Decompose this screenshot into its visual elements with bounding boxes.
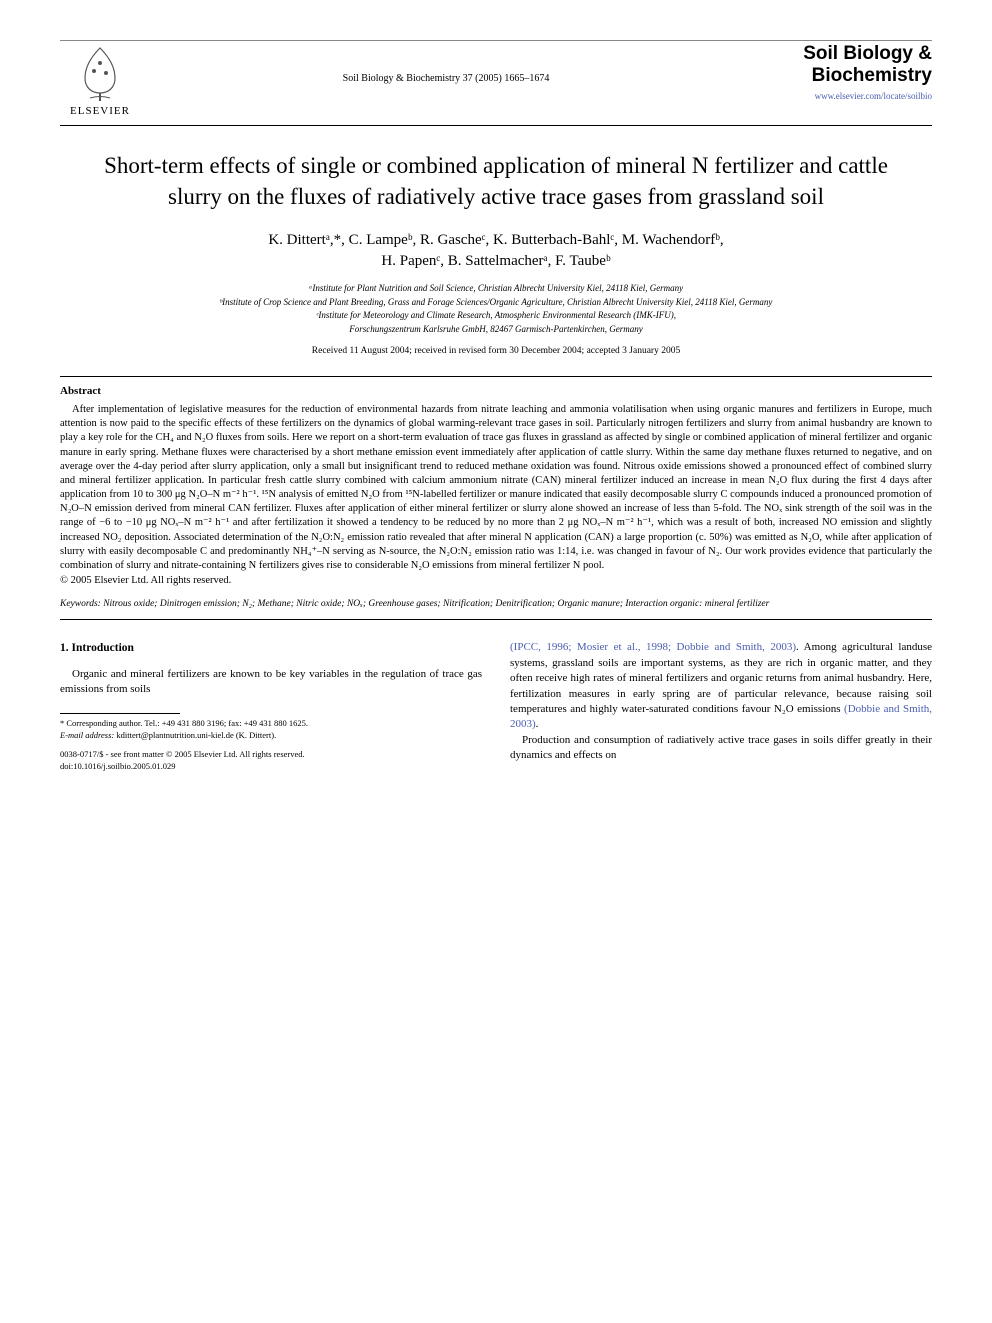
- email-label: E-mail address:: [60, 730, 114, 740]
- header-row: ELSEVIER Soil Biology & Biochemistry 37 …: [60, 43, 932, 117]
- keywords-label: Keywords:: [60, 599, 101, 609]
- journal-url-link[interactable]: www.elsevier.com/locate/soilbio: [752, 91, 932, 101]
- affiliations-block: ᵃInstitute for Plant Nutrition and Soil …: [60, 282, 932, 336]
- journal-name-line2: Biochemistry: [752, 65, 932, 87]
- doi-block: 0038-0717/$ - see front matter © 2005 El…: [60, 749, 482, 772]
- elsevier-tree-icon: [70, 43, 130, 103]
- journal-reference: Soil Biology & Biochemistry 37 (2005) 16…: [140, 43, 752, 84]
- citation-link-ipcc[interactable]: (IPCC, 1996; Mosier et al., 1998; Dobbie…: [510, 641, 796, 653]
- authors-line2: H. Papenᶜ, B. Sattelmacherᵃ, F. Taubeᵇ: [60, 251, 932, 272]
- affiliation-c-line1: ᶜInstitute for Meteorology and Climate R…: [60, 309, 932, 323]
- email-address: kdittert@plantnutrition.uni-kiel.de (K. …: [116, 730, 276, 740]
- abstract-heading: Abstract: [60, 385, 932, 397]
- header-rule: [60, 125, 932, 126]
- keywords-block: Keywords: Nitrous oxide; Dinitrogen emis…: [60, 598, 932, 611]
- abstract-copyright: © 2005 Elsevier Ltd. All rights reserved…: [60, 575, 932, 586]
- abstract-top-rule: [60, 376, 932, 377]
- article-title: Short-term effects of single or combined…: [90, 150, 902, 212]
- intro-paragraph-2: Production and consumption of radiativel…: [510, 733, 932, 764]
- authors-line1: K. Dittertᵃ,*, C. Lampeᵇ, R. Gascheᶜ, K.…: [60, 230, 932, 251]
- front-matter-line: 0038-0717/$ - see front matter © 2005 El…: [60, 749, 482, 760]
- top-thin-rule: [60, 40, 932, 41]
- intro-paragraph-1-continued: (IPCC, 1996; Mosier et al., 1998; Dobbie…: [510, 640, 932, 732]
- corresponding-author-footnote: * Corresponding author. Tel.: +49 431 88…: [60, 718, 482, 729]
- journal-title-box: Soil Biology & Biochemistry www.elsevier…: [752, 43, 932, 101]
- publisher-name: ELSEVIER: [70, 105, 130, 117]
- body-columns: 1. Introduction Organic and mineral fert…: [60, 640, 932, 772]
- affiliation-b: ᵇInstitute of Crop Science and Plant Bre…: [60, 296, 932, 310]
- intro-text-1-end: .: [536, 718, 539, 730]
- affiliation-c-line2: Forschungszentrum Karlsruhe GmbH, 82467 …: [60, 323, 932, 337]
- journal-name-line1: Soil Biology &: [752, 43, 932, 65]
- introduction-heading: 1. Introduction: [60, 640, 482, 656]
- intro-paragraph-1: Organic and mineral fertilizers are know…: [60, 667, 482, 698]
- right-column: (IPCC, 1996; Mosier et al., 1998; Dobbie…: [510, 640, 932, 772]
- article-dates: Received 11 August 2004; received in rev…: [60, 346, 932, 356]
- keywords-list: Nitrous oxide; Dinitrogen emission; N₂; …: [103, 599, 769, 609]
- footnote-rule: [60, 713, 180, 714]
- email-footnote: E-mail address: kdittert@plantnutrition.…: [60, 730, 482, 741]
- publisher-logo: ELSEVIER: [60, 43, 140, 117]
- abstract-body: After implementation of legislative meas…: [60, 403, 932, 573]
- left-column: 1. Introduction Organic and mineral fert…: [60, 640, 482, 772]
- doi-line: doi:10.1016/j.soilbio.2005.01.029: [60, 761, 482, 772]
- abstract-bottom-rule: [60, 619, 932, 620]
- authors-block: K. Dittertᵃ,*, C. Lampeᵇ, R. Gascheᶜ, K.…: [60, 230, 932, 272]
- affiliation-a: ᵃInstitute for Plant Nutrition and Soil …: [60, 282, 932, 296]
